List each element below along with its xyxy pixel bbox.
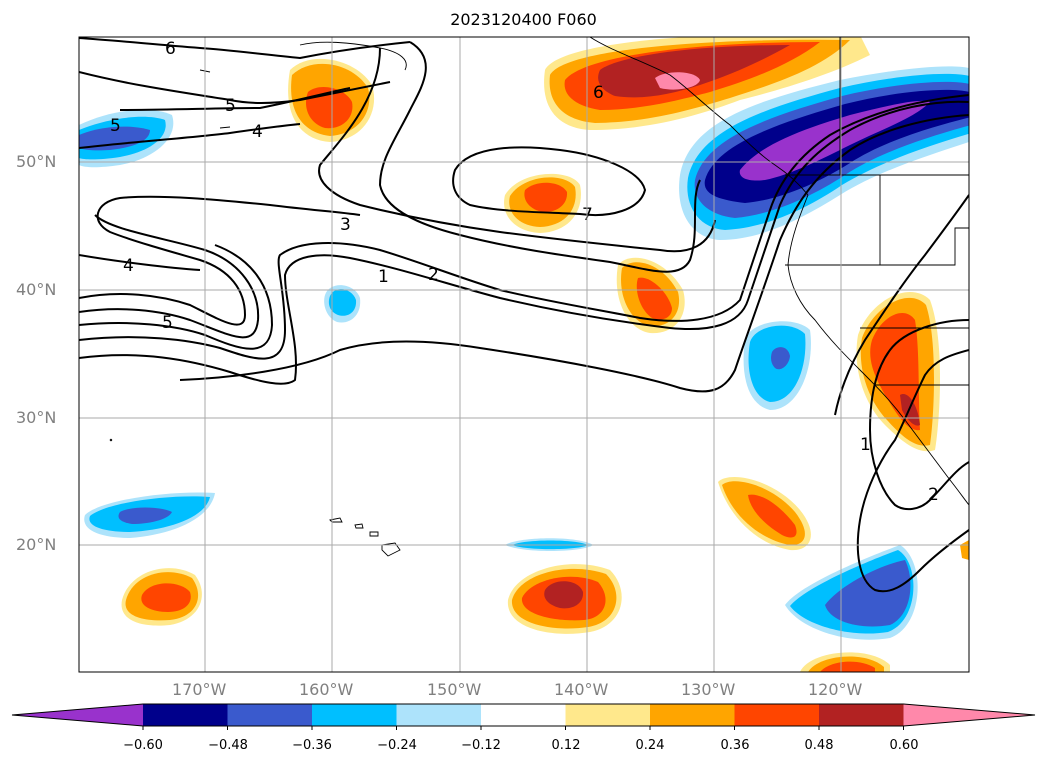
contour-label: 4 — [123, 256, 134, 276]
contour-label: 6 — [593, 83, 604, 103]
contour-label: 5 — [110, 116, 121, 136]
lon-label: 160°W — [299, 680, 354, 699]
colorbar-tick-label: −0.24 — [377, 738, 417, 753]
colorbar-segment — [650, 704, 735, 726]
contour-label: 5 — [162, 313, 173, 333]
contour-label: 1 — [860, 435, 871, 455]
map-frame — [78, 36, 970, 673]
colorbar-tick-label: 0.24 — [635, 738, 665, 753]
contour-label: 2 — [428, 265, 439, 285]
colorbar-extend-low — [12, 704, 143, 726]
gridlines — [79, 37, 969, 672]
contour-label: 5 — [225, 96, 236, 116]
colorbar — [11, 703, 1036, 730]
lon-label: 130°W — [681, 680, 736, 699]
coastline-layer — [299, 37, 969, 506]
colorbar-tick-label: 0.12 — [551, 738, 581, 753]
lat-label: 50°N — [16, 152, 57, 171]
lon-label: 150°W — [427, 680, 482, 699]
colorbar-segment — [312, 704, 397, 726]
colorbar-extend-high — [903, 704, 1035, 726]
colorbar-tick-label: −0.48 — [208, 738, 248, 753]
lon-label: 120°W — [808, 680, 863, 699]
lat-label: 40°N — [16, 280, 57, 299]
colorbar-tick-label: 0.36 — [720, 738, 750, 753]
colorbar-segment — [227, 704, 313, 726]
contour-label-layer: 6 5 4 5 3 1 2 4 5 6 7 1 2 — [110, 39, 939, 505]
colorbar-segment — [819, 704, 904, 726]
colorbar-tick-label: −0.36 — [292, 738, 332, 753]
colorbar-segment — [143, 704, 228, 726]
contour-label: 2 — [928, 485, 939, 505]
contour-label: 6 — [165, 39, 176, 59]
colorbar-segment — [481, 704, 566, 726]
colorbar-segment — [734, 704, 820, 726]
colorbar-tick-label: −0.60 — [123, 738, 163, 753]
map-title: 2023120400 F060 — [450, 10, 597, 29]
contour-label: 4 — [252, 122, 263, 142]
colorbar-tick-label: −0.12 — [461, 738, 501, 753]
colorbar-tick-label: 0.48 — [804, 738, 834, 753]
lat-label: 20°N — [16, 535, 57, 554]
contour-label: 3 — [340, 215, 351, 235]
lon-label: 170°W — [172, 680, 227, 699]
lat-label: 30°N — [16, 408, 57, 427]
colorbar-segment — [396, 704, 482, 726]
colorbar-segment — [565, 704, 651, 726]
lon-label: 140°W — [554, 680, 609, 699]
contour-label: 1 — [378, 267, 389, 287]
colorbar-tick-label: 0.60 — [889, 738, 919, 753]
